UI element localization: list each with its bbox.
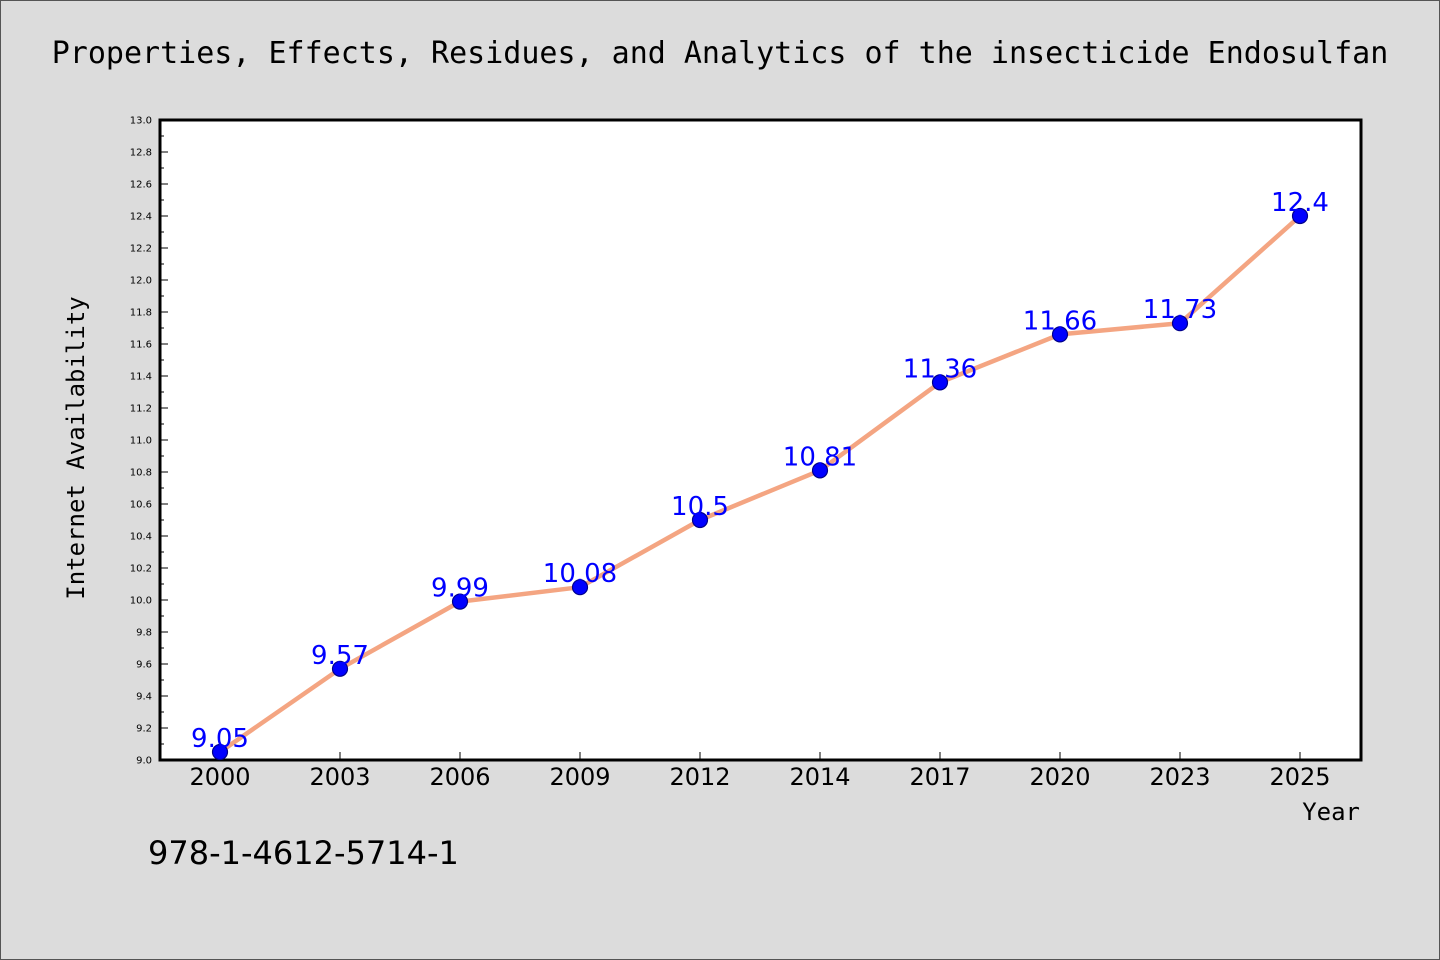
y-tick-label: 10.6 xyxy=(130,500,152,511)
x-tick-label: 2012 xyxy=(669,763,730,791)
series-line xyxy=(217,213,1303,755)
data-label: 11.36 xyxy=(903,354,977,384)
data-label: 10.81 xyxy=(783,442,857,472)
y-tick-label: 10.2 xyxy=(130,564,152,575)
y-tick-label: 11.0 xyxy=(130,436,152,447)
data-label: 9.99 xyxy=(431,574,489,604)
y-tick-label: 9.6 xyxy=(136,660,152,671)
y-tick-label: 11.8 xyxy=(130,308,152,319)
y-axis-label: Internet Availability xyxy=(62,296,90,599)
x-tick-label: 2017 xyxy=(909,763,970,791)
data-label: 9.05 xyxy=(191,724,249,754)
data-point xyxy=(811,462,829,479)
y-tick-label: 11.4 xyxy=(130,372,152,383)
y-tick-label: 11.2 xyxy=(130,404,152,415)
y-tick-label: 11.6 xyxy=(130,340,152,351)
y-tick-label: 9.4 xyxy=(136,692,152,703)
data-label: 12.4 xyxy=(1271,188,1329,218)
data-point xyxy=(1291,207,1309,225)
data-label: 9.57 xyxy=(311,641,369,671)
data-point xyxy=(1171,315,1189,332)
data-label: 10.5 xyxy=(671,492,729,522)
isbn-label: 978-1-4612-5714-1 xyxy=(148,834,459,872)
y-tick-label: 12.0 xyxy=(130,276,152,287)
y-tick-label: 12.2 xyxy=(130,244,152,255)
y-tick-label: 10.8 xyxy=(130,468,152,479)
data-label: 10.08 xyxy=(543,559,617,589)
y-tick-label: 12.6 xyxy=(130,180,152,191)
x-tick-label: 2000 xyxy=(189,763,250,791)
y-tick-label: 12.8 xyxy=(130,148,152,159)
x-tick-label: 2025 xyxy=(1269,763,1330,791)
data-point xyxy=(451,593,469,610)
data-point xyxy=(211,743,229,761)
data-label: 11.66 xyxy=(1023,306,1097,336)
y-tick-label: 9.8 xyxy=(136,628,152,639)
y-tick-label: 10.4 xyxy=(130,532,152,543)
plot-area xyxy=(158,118,1363,762)
x-axis: 2000 2003 2006 2009 2012 2014 2017 2020 2023 2025 xyxy=(189,752,1331,791)
x-tick-label: 2020 xyxy=(1029,763,1090,791)
data-point xyxy=(1051,326,1069,343)
y-tick-label: 12.4 xyxy=(130,212,152,223)
x-tick-label: 2023 xyxy=(1149,763,1210,791)
y-tick-label: 13.0 xyxy=(130,116,152,127)
data-point xyxy=(931,374,949,391)
y-tick-label: 9.2 xyxy=(136,724,152,735)
y-tick-label: 10.0 xyxy=(130,596,152,607)
x-tick-label: 2003 xyxy=(309,763,370,791)
chart-title: Properties, Effects, Residues, and Analy… xyxy=(52,36,1389,71)
data-point xyxy=(571,579,589,596)
x-axis-label: Year xyxy=(1302,798,1360,826)
y-tick-label: 9.0 xyxy=(136,756,152,767)
x-tick-label: 2009 xyxy=(549,763,610,791)
data-label: 11.73 xyxy=(1143,295,1217,325)
x-tick-label: 2006 xyxy=(429,763,490,791)
series-line-group: 9.05 9.57 9.99 10.08 10.5 10.81 11.36 11.66 11.7… xyxy=(191,188,1329,761)
y-axis: 9.0 9.2 9.4 9.6 9.8 10.0 10.2 10.4 10.6 10.8 11.0 1… xyxy=(130,116,168,767)
data-point xyxy=(331,660,349,677)
data-point xyxy=(691,511,709,529)
x-tick-label: 2014 xyxy=(789,763,850,791)
